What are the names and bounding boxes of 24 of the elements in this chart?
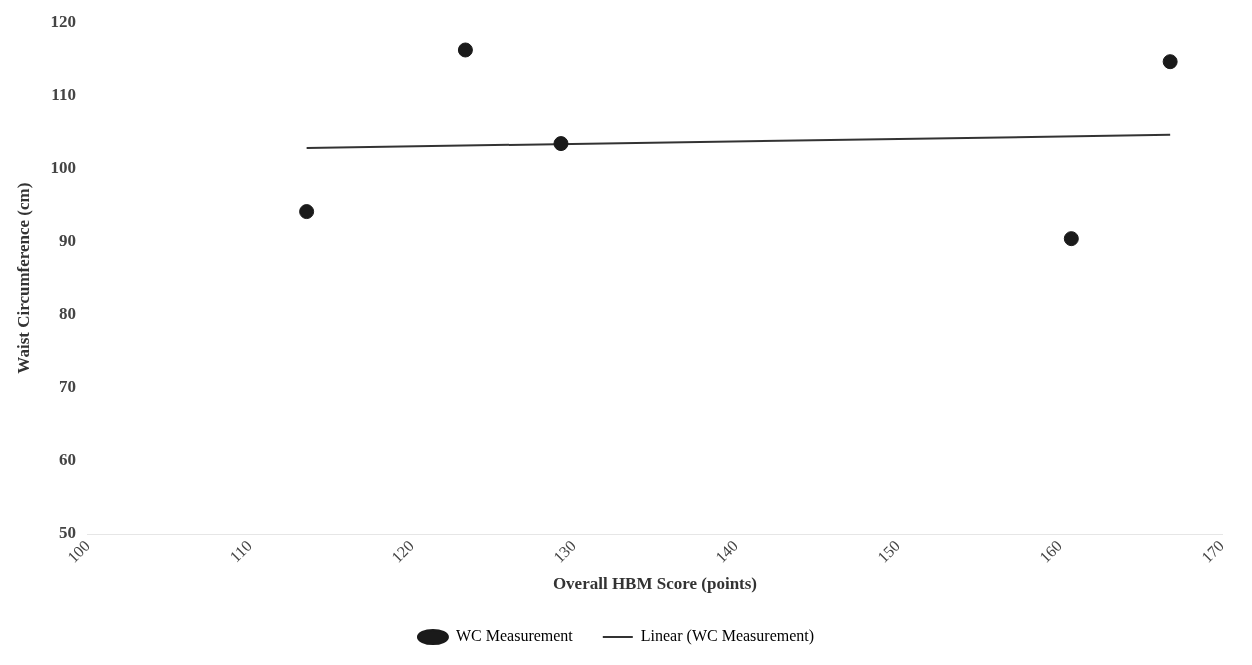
y-tick-label: 110	[51, 84, 76, 104]
point	[457, 42, 473, 58]
point	[299, 204, 315, 220]
y-tick-label: 90	[58, 230, 76, 250]
y-tick-label: 80	[58, 304, 76, 324]
x-tick-label: 160	[1036, 536, 1066, 566]
y-tick-label: 50	[58, 523, 76, 543]
y-tick-label: 100	[50, 157, 76, 177]
point	[1162, 54, 1178, 70]
x-axis-title: Overall HBM Score (points)	[552, 574, 758, 594]
y-tick-label: 70	[58, 377, 76, 397]
point	[553, 136, 569, 152]
y-tick-label: 60	[58, 450, 76, 470]
x-tick-label: 170	[1198, 536, 1228, 566]
x-tick-label: 110	[226, 536, 256, 566]
x-tick-label: 140	[712, 536, 742, 566]
x-tick-label: 130	[550, 536, 580, 566]
legend-label: Linear (WC Measurement)	[640, 627, 815, 646]
point	[1063, 231, 1079, 247]
x-tick-label: 120	[388, 536, 418, 566]
y-axis-title: Waist Circumference (cm)	[13, 182, 33, 374]
legend-label: WC Measurement	[455, 627, 574, 645]
x-tick-label: 150	[874, 536, 904, 566]
y-tick-label: 120	[50, 11, 76, 31]
